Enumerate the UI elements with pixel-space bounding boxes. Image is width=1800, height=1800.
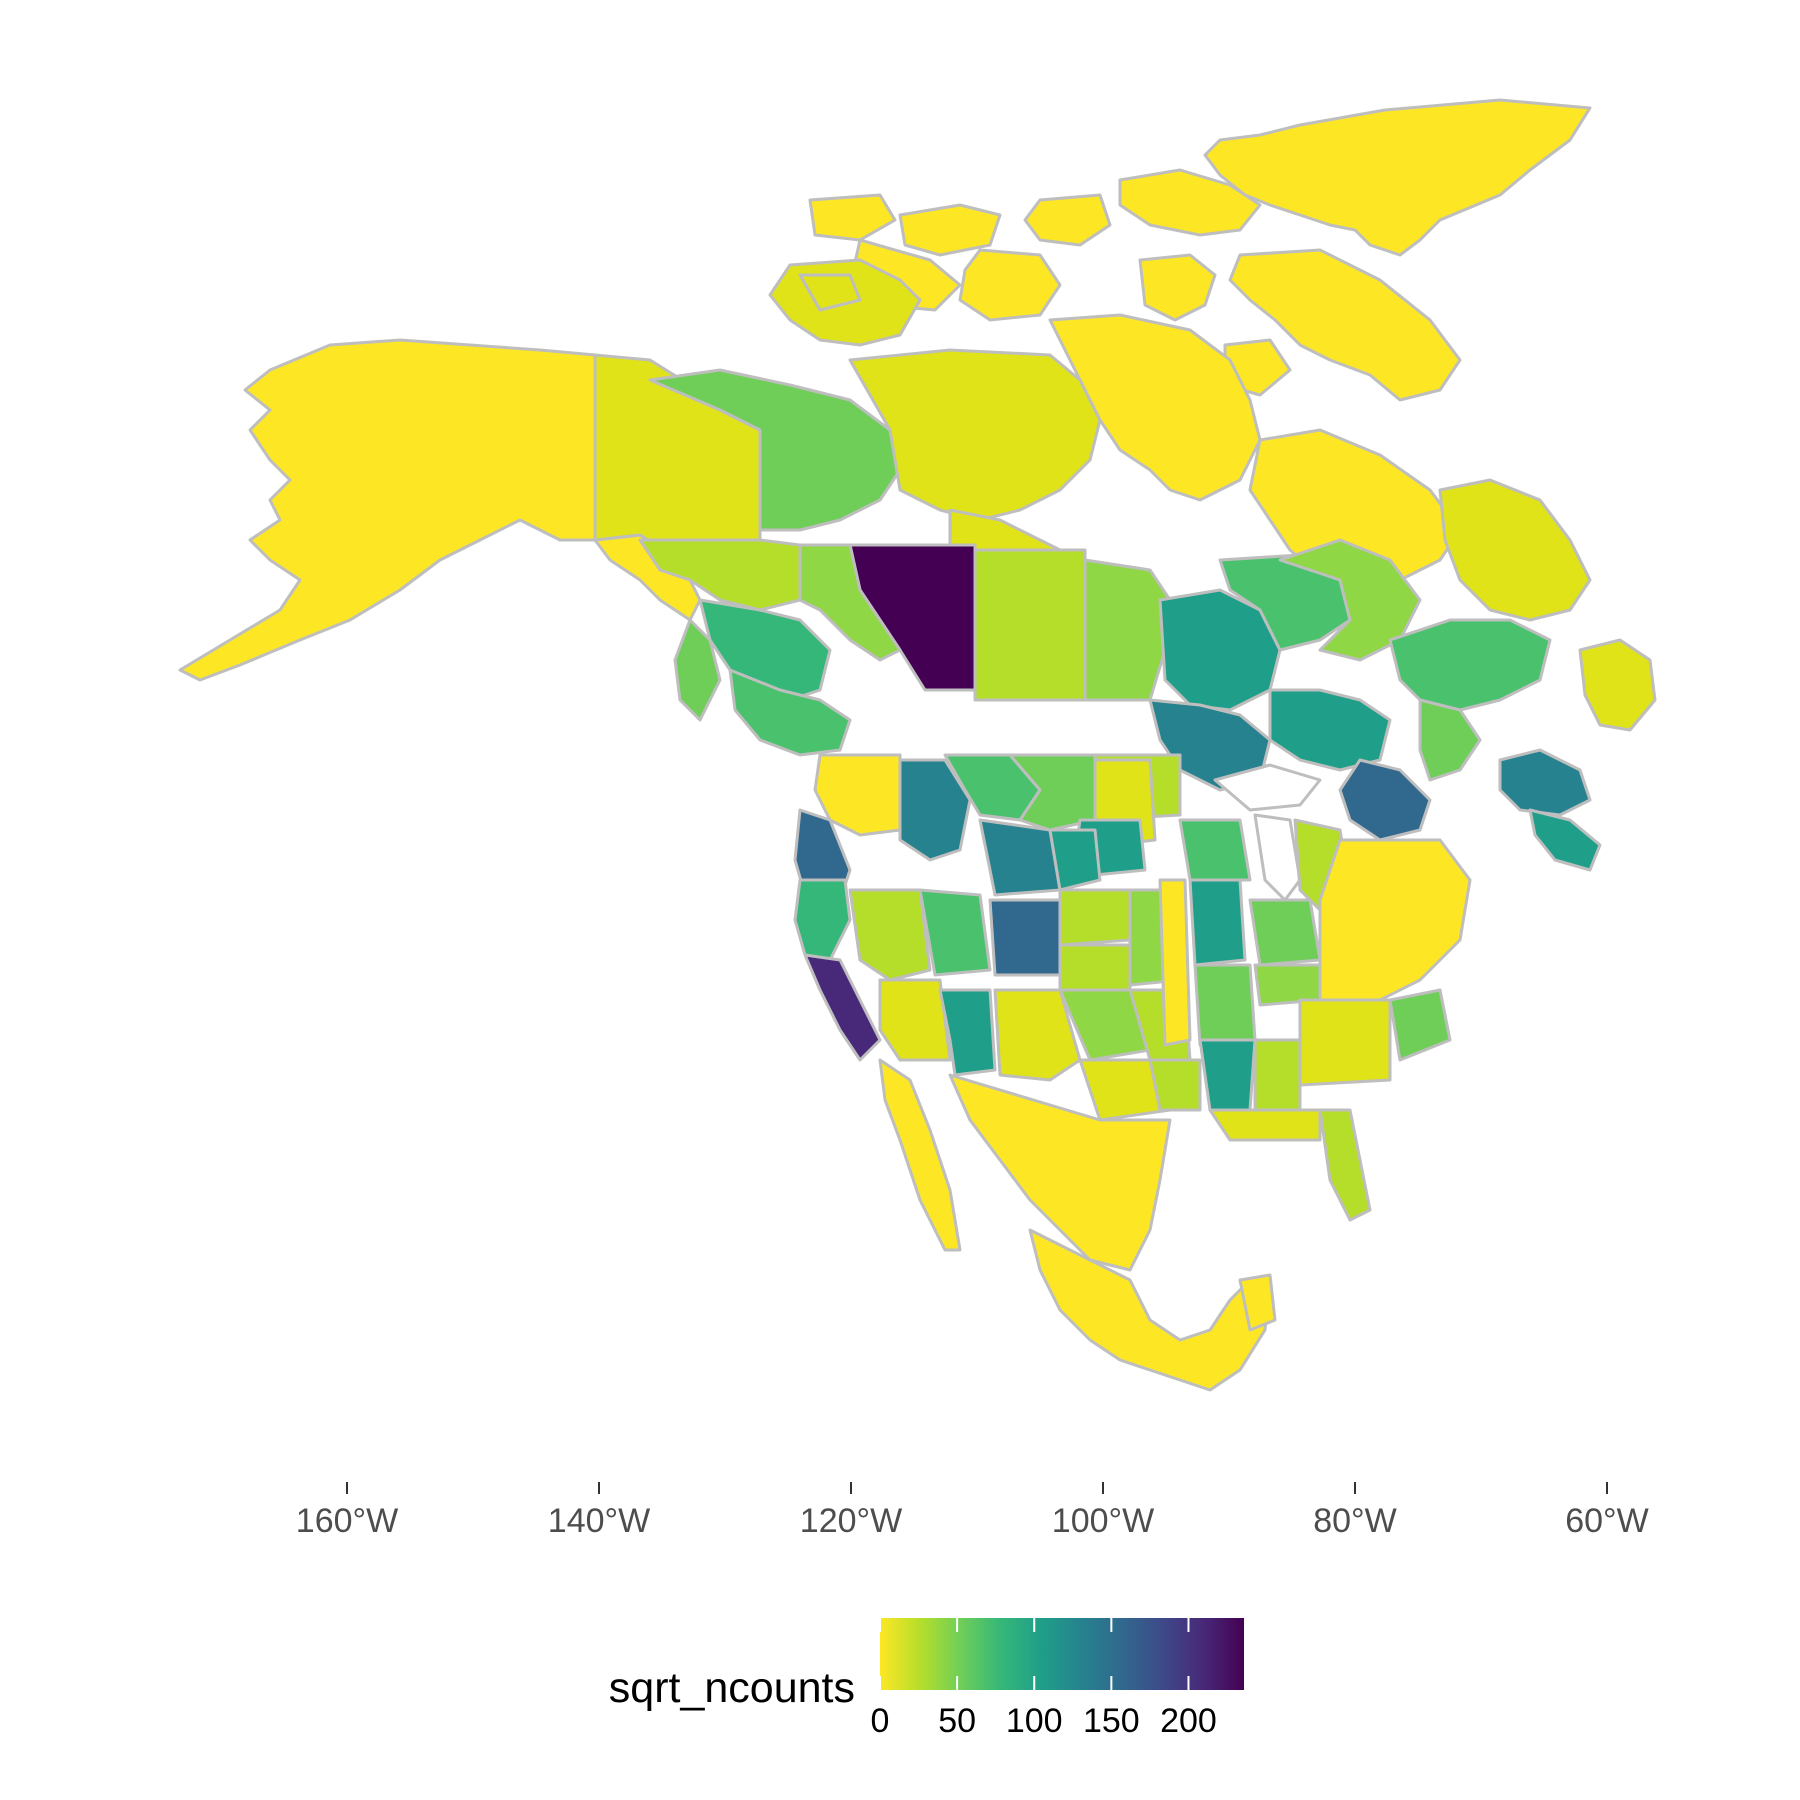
region-alaska [178, 338, 597, 682]
region-florida [1318, 1108, 1372, 1222]
region-bc-north [638, 538, 802, 612]
region-arkansas [1148, 1058, 1202, 1112]
region-idaho [898, 758, 972, 862]
region-alabama [1253, 1038, 1302, 1112]
x-axis-tick-label: 140°W [548, 1502, 650, 1540]
region-south-dakota [1048, 828, 1102, 892]
region-quebec-south [1388, 618, 1552, 712]
region-arctic-island-2 [1023, 193, 1112, 247]
region-mexico-north [948, 1073, 1172, 1272]
region-nunavut-main [1048, 313, 1262, 502]
region-baffin [1228, 248, 1462, 402]
x-axis-tick-label: 160°W [296, 1502, 398, 1540]
region-arctic-island-1 [1118, 168, 1262, 237]
region-baja [878, 1058, 962, 1252]
x-axis: 160°W 140°W 120°W 100°W 80°W 60°W [296, 1482, 1649, 1540]
region-saskatchewan-east [1083, 558, 1172, 702]
region-gulf-coast [1208, 1108, 1322, 1142]
legend-tick-label: 50 [938, 1702, 976, 1740]
region-labrador [1438, 478, 1592, 622]
legend: sqrt_ncounts 0 50 100 150 200 [609, 1618, 1244, 1740]
region-california-north [793, 878, 852, 962]
region-lake-superior [1213, 763, 1322, 812]
region-colorado [988, 898, 1062, 977]
region-arctic-island-6 [798, 273, 862, 312]
region-arizona [878, 978, 952, 1062]
region-ohio [1248, 898, 1322, 967]
region-ontario-north [1278, 538, 1422, 662]
region-alberta-west [798, 543, 902, 662]
region-nwt-west [648, 368, 902, 532]
region-nova-scotia [1528, 808, 1602, 872]
x-axis-tick-label: 60°W [1565, 1502, 1649, 1540]
region-saskatchewan [973, 548, 1087, 702]
region-kansas [1058, 943, 1132, 992]
region-indiana [1193, 963, 1257, 1047]
region-boothia [1138, 253, 1217, 322]
x-axis-tick-label: 100°W [1052, 1502, 1154, 1540]
region-mississippi-river [1158, 878, 1192, 1047]
x-axis-tick-label: 120°W [800, 1502, 902, 1540]
region-washington [813, 753, 902, 837]
region-wisconsin [1178, 818, 1252, 882]
region-newfoundland [1578, 638, 1657, 732]
region-southeast [1298, 998, 1392, 1087]
legend-colorbar [880, 1618, 1244, 1690]
region-greenland-ellesmere [1203, 98, 1592, 257]
x-axis-tick-label: 80°W [1313, 1502, 1397, 1540]
region-quebec-east [1418, 698, 1482, 782]
region-bc-coast [673, 618, 722, 722]
legend-tick-label: 0 [871, 1702, 890, 1740]
region-nunavut-east [958, 248, 1062, 322]
region-bc-south [728, 668, 852, 757]
legend-tick-label: 150 [1083, 1702, 1140, 1740]
region-illinois [1188, 878, 1247, 967]
region-california-central [803, 953, 882, 1062]
region-lake-michigan-huron [1253, 813, 1302, 902]
region-nwt-east [848, 348, 1102, 522]
region-mexico-south [1028, 1228, 1272, 1392]
region-ontario-south [1338, 758, 1432, 842]
region-ontario-central [1268, 688, 1392, 772]
legend-tick-label: 200 [1160, 1702, 1217, 1740]
region-nebraska [1058, 888, 1132, 947]
region-arctic-island-3 [898, 203, 1002, 257]
region-northeast [1318, 838, 1472, 1002]
legend-tick-label: 100 [1006, 1702, 1063, 1740]
region-wyoming [978, 818, 1062, 897]
map-regions [178, 98, 1657, 1392]
region-nevada [848, 888, 932, 982]
region-yucatan [1238, 1273, 1277, 1332]
legend-ticks: 0 50 100 150 200 [871, 1618, 1217, 1740]
region-north-carolina [1388, 988, 1452, 1062]
region-maritimes [1498, 748, 1592, 817]
region-louisiana [1198, 1038, 1257, 1112]
legend-title: sqrt_ncounts [609, 1664, 855, 1712]
region-texas-west [993, 988, 1082, 1082]
region-arctic-island-4 [808, 193, 897, 242]
region-new-mexico [938, 988, 997, 1077]
region-utah [918, 888, 992, 977]
